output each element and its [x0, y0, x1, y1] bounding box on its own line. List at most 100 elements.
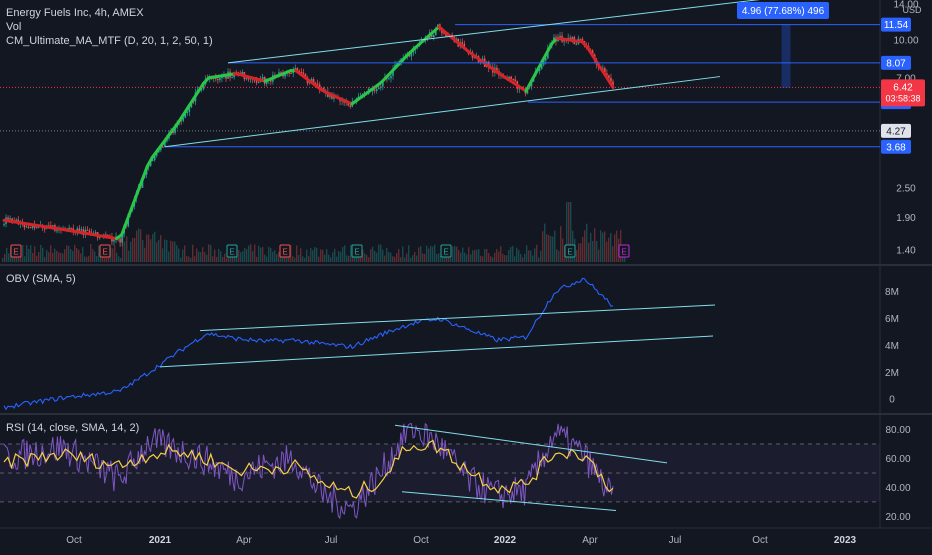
volume-bar [434, 244, 435, 262]
volume-bar [252, 251, 253, 262]
time-axis-label: Oct [66, 535, 82, 546]
candle-body [95, 232, 97, 233]
volume-bar [212, 256, 213, 262]
volume-bar [140, 229, 141, 262]
volume-bar [272, 252, 273, 262]
volume-bar [160, 235, 161, 262]
volume-bar [458, 250, 459, 262]
volume-bar [244, 248, 245, 262]
candle-body [9, 218, 11, 219]
main-legend: Energy Fuels Inc, 4h, AMEX Vol CM_Ultima… [6, 6, 213, 48]
earnings-marker-label: E [621, 248, 626, 257]
volume-bar [332, 252, 333, 262]
symbol-title[interactable]: Energy Fuels Inc, 4h, AMEX [6, 7, 144, 19]
volume-bar [342, 247, 343, 262]
volume-bar [402, 246, 403, 262]
volume-bar [224, 254, 225, 262]
volume-bar [508, 250, 509, 262]
volume-bar [172, 242, 173, 262]
volume-bar [378, 244, 379, 262]
volume-bar [562, 238, 563, 262]
volume-bar [26, 245, 27, 262]
volume-bar [392, 256, 393, 262]
volume-bar [394, 257, 395, 262]
volume-bar [80, 253, 81, 262]
obv-title[interactable]: OBV (SMA, 5) [6, 273, 76, 285]
candle-body [52, 225, 54, 226]
volume-bar [498, 252, 499, 262]
volume-bar [550, 236, 551, 262]
volume-bar [384, 256, 385, 262]
volume-bar [154, 232, 155, 262]
volume-bar [474, 250, 475, 262]
volume-bar [472, 250, 473, 262]
volume-bar [526, 245, 527, 262]
volume-bar [466, 255, 467, 262]
volume-bar [348, 256, 349, 262]
volume-bar [486, 249, 487, 262]
volume-bar [186, 256, 187, 262]
rsi-tick-label: 60.00 [885, 454, 910, 465]
volume-bar [204, 252, 205, 262]
volume-bar [380, 245, 381, 262]
volume-bar [162, 248, 163, 262]
volume-bar [584, 230, 585, 262]
volume-bar [386, 248, 387, 262]
volume-bar [130, 242, 131, 262]
volume-bar [88, 256, 89, 262]
volume-bar [372, 247, 373, 262]
volume-bar [268, 247, 269, 262]
volume-bar [412, 255, 413, 262]
volume-bar [396, 253, 397, 262]
time-axis-label: Apr [236, 535, 252, 546]
volume-bar [164, 239, 165, 262]
volume-bar [138, 228, 139, 262]
candle-body [376, 89, 378, 91]
volume-bar [516, 248, 517, 262]
volume-bar [518, 250, 519, 262]
volume-bar [608, 238, 609, 262]
volume-bar [432, 247, 433, 262]
time-axis-label: Apr [582, 535, 598, 546]
volume-bar [192, 245, 193, 262]
volume-bar [370, 249, 371, 262]
volume-bar [560, 226, 561, 262]
volume-bar [260, 248, 261, 262]
ma-indicator-label[interactable]: CM_Ultimate_MA_MTF (D, 20, 1, 2, 50, 1) [6, 35, 213, 47]
volume-bar [468, 247, 469, 262]
volume-bar [480, 256, 481, 262]
volume-bar [256, 257, 257, 262]
volume-bar [612, 246, 613, 262]
candle-body [56, 230, 58, 231]
volume-bar [598, 250, 599, 262]
volume-bar [258, 246, 259, 262]
volume-bar [112, 248, 113, 262]
candle-body [15, 220, 17, 221]
volume-bar [422, 254, 423, 262]
rsi-title[interactable]: RSI (14, close, SMA, 14, 2) [6, 422, 139, 434]
volume-bar [310, 248, 311, 262]
volume-bar [86, 257, 87, 262]
volume-bar [166, 240, 167, 262]
obv-tick-label: 0 [889, 395, 895, 406]
volume-label[interactable]: Vol [6, 21, 21, 33]
candle-body [3, 224, 5, 225]
price-range-measure[interactable] [782, 25, 790, 88]
volume-bar [552, 237, 553, 262]
candle-body [303, 73, 305, 74]
volume-bar [180, 258, 181, 262]
volume-bar [214, 250, 215, 262]
candle-body [461, 42, 463, 43]
volume-bar [346, 255, 347, 262]
candle-body [89, 231, 91, 233]
volume-bar [294, 258, 295, 262]
volume-bar [374, 251, 375, 262]
tag-current: 6.42 [893, 82, 913, 93]
volume-bar [512, 246, 513, 262]
candle-body [28, 227, 30, 228]
volume-bar [456, 247, 457, 262]
volume-bar [586, 224, 587, 262]
volume-bar [194, 256, 195, 262]
